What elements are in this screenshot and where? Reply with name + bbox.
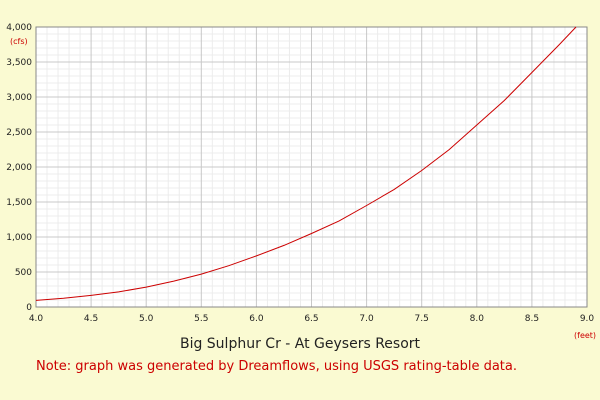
y-tick-label: 3,500 <box>6 58 32 68</box>
x-tick-label: 5.5 <box>194 314 208 324</box>
rating-curve-line <box>35 26 577 301</box>
x-tick-label: 4.0 <box>29 314 44 324</box>
x-tick-label: 7.0 <box>359 314 374 324</box>
x-tick-label: 7.5 <box>415 314 429 324</box>
y-tick-label: 2,000 <box>6 163 32 173</box>
y-tick-label: 2,500 <box>6 128 32 138</box>
chart-title: Big Sulphur Cr - At Geysers Resort <box>180 336 421 352</box>
x-tick-label: 9.0 <box>580 314 595 324</box>
y-tick-label: 1,500 <box>6 198 32 208</box>
y-axis-ticks: 0 500 1,000 1,500 2,000 2,500 3,000 3,500 4,000 <box>6 23 32 313</box>
x-tick-label: 6.5 <box>304 314 318 324</box>
x-tick-label: 8.0 <box>470 314 485 324</box>
y-tick-label: 0 <box>26 303 32 313</box>
x-tick-label: 4.5 <box>84 314 98 324</box>
x-tick-label: 8.5 <box>525 314 539 324</box>
y-tick-label: 4,000 <box>6 23 32 33</box>
x-axis-unit: (feet) <box>574 331 596 340</box>
y-axis-unit: (cfs) <box>10 37 28 46</box>
y-tick-label: 3,000 <box>6 93 32 103</box>
plot-area-frame <box>35 26 588 308</box>
chart-note: Note: graph was generated by Dreamflows,… <box>36 359 517 374</box>
y-tick-label: 500 <box>15 268 32 278</box>
x-tick-label: 5.0 <box>139 314 154 324</box>
y-tick-label: 1,000 <box>6 233 32 243</box>
x-axis-ticks: 4.0 4.5 5.0 5.5 6.0 6.5 7.0 7.5 8.0 8.5 9.0 <box>29 314 595 324</box>
x-tick-label: 6.0 <box>249 314 264 324</box>
